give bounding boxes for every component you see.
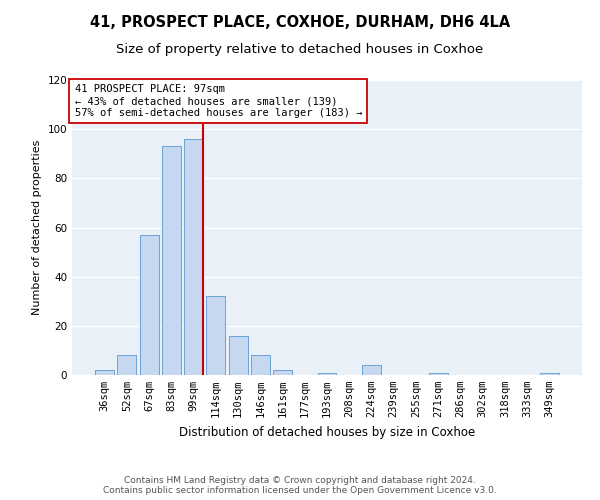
Bar — [362, 365, 381, 375]
Bar — [162, 146, 181, 375]
Bar — [118, 356, 136, 375]
Text: 41 PROSPECT PLACE: 97sqm
← 43% of detached houses are smaller (139)
57% of semi-: 41 PROSPECT PLACE: 97sqm ← 43% of detach… — [74, 84, 362, 117]
X-axis label: Distribution of detached houses by size in Coxhoe: Distribution of detached houses by size … — [179, 426, 475, 438]
Bar — [540, 372, 559, 375]
Bar — [251, 356, 270, 375]
Bar — [184, 139, 203, 375]
Bar — [206, 296, 225, 375]
Bar — [95, 370, 114, 375]
Text: 41, PROSPECT PLACE, COXHOE, DURHAM, DH6 4LA: 41, PROSPECT PLACE, COXHOE, DURHAM, DH6 … — [90, 15, 510, 30]
Text: Size of property relative to detached houses in Coxhoe: Size of property relative to detached ho… — [116, 44, 484, 57]
Bar — [429, 372, 448, 375]
Y-axis label: Number of detached properties: Number of detached properties — [32, 140, 42, 315]
Bar — [273, 370, 292, 375]
Bar — [140, 235, 158, 375]
Text: Contains HM Land Registry data © Crown copyright and database right 2024.
Contai: Contains HM Land Registry data © Crown c… — [103, 476, 497, 495]
Bar — [317, 372, 337, 375]
Bar — [229, 336, 248, 375]
